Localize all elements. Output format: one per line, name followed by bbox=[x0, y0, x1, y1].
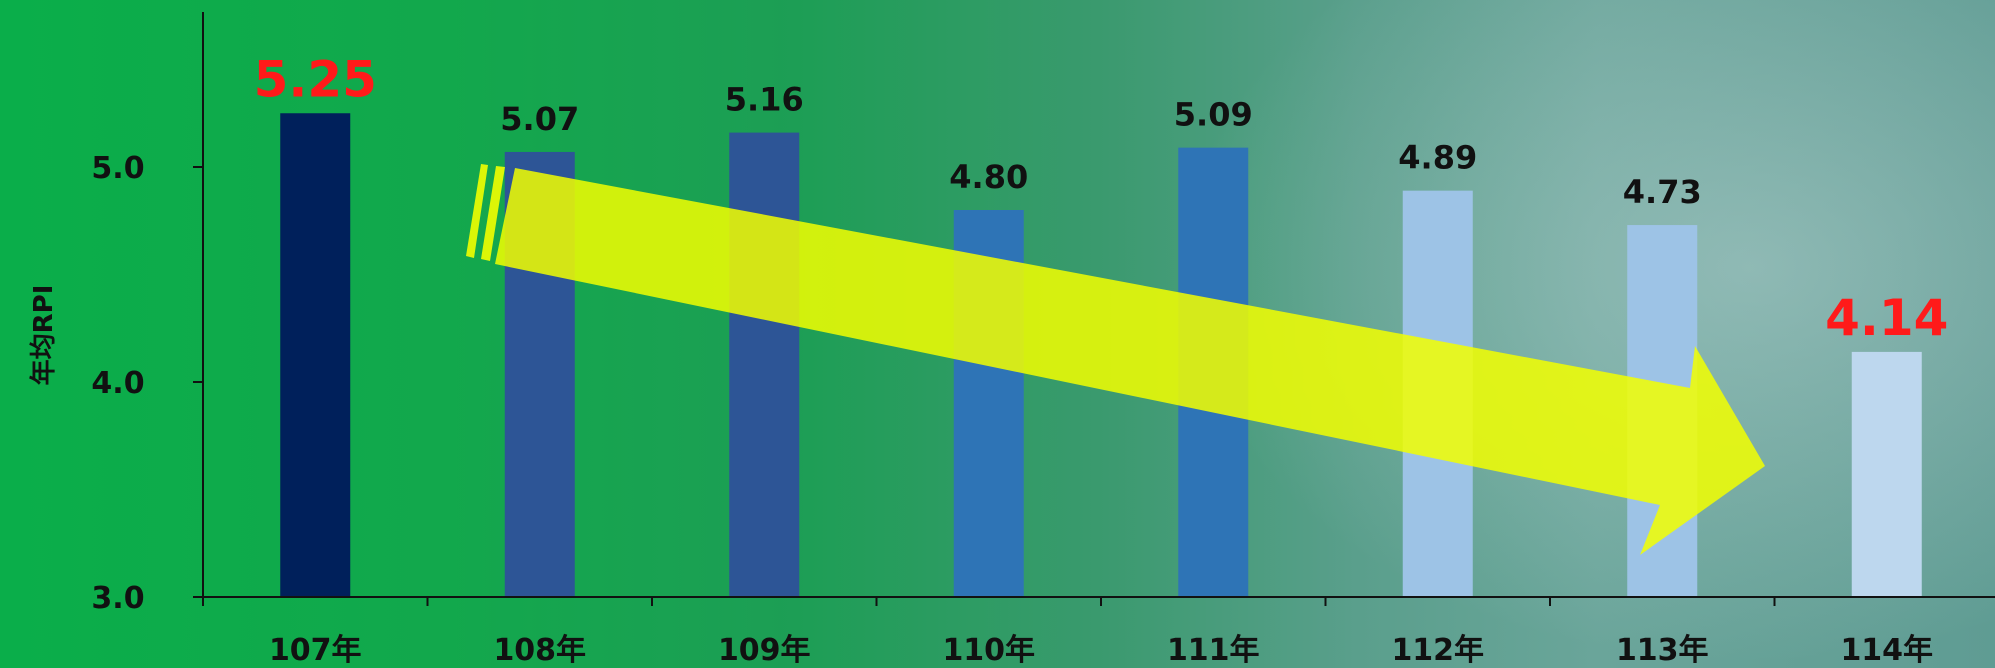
y-tick-label-3.0: 3.0 bbox=[91, 581, 144, 616]
trend-arrow-tail-stripe bbox=[466, 164, 488, 258]
axis-layer: 107年 108年 109年 110年 111年 112年 113年 114年 3.0 4.0 5.… bbox=[91, 12, 1995, 668]
bar-109年 bbox=[729, 132, 800, 597]
x-tick-label-108年: 108年 bbox=[493, 633, 586, 668]
data-labels-layer: 5.25 5.07 5.16 4.80 5.09 4.89 4.73 4.14 bbox=[254, 50, 1949, 347]
trend-arrow-layer bbox=[466, 164, 1765, 555]
x-tick-label-112年: 112年 bbox=[1391, 633, 1484, 668]
data-label-111年: 5.09 bbox=[1174, 96, 1253, 134]
x-tick-label-109年: 109年 bbox=[718, 633, 811, 668]
bar-107年 bbox=[280, 113, 351, 597]
data-label-110年: 4.80 bbox=[949, 158, 1028, 196]
trend-arrow bbox=[495, 168, 1765, 555]
data-label-114年: 4.14 bbox=[1825, 289, 1948, 347]
data-label-109年: 5.16 bbox=[725, 81, 804, 119]
y-tick-label-5.0: 5.0 bbox=[91, 151, 144, 186]
trend-arrow-tail-stripe bbox=[481, 166, 505, 261]
x-tick-label-114年: 114年 bbox=[1840, 633, 1933, 668]
data-label-113年: 4.73 bbox=[1623, 173, 1702, 211]
data-label-112年: 4.89 bbox=[1398, 139, 1477, 177]
data-label-108年: 5.07 bbox=[500, 100, 579, 138]
data-label-107年: 5.25 bbox=[254, 50, 377, 108]
y-axis-title: 年均RPI bbox=[28, 285, 59, 386]
y-tick-label-4.0: 4.0 bbox=[91, 366, 144, 401]
x-tick-label-113年: 113年 bbox=[1616, 633, 1709, 668]
x-tick-label-107年: 107年 bbox=[269, 633, 362, 668]
x-tick-label-111年: 111年 bbox=[1167, 633, 1260, 668]
x-tick-label-110年: 110年 bbox=[942, 633, 1035, 668]
bar-114年 bbox=[1851, 351, 1922, 597]
